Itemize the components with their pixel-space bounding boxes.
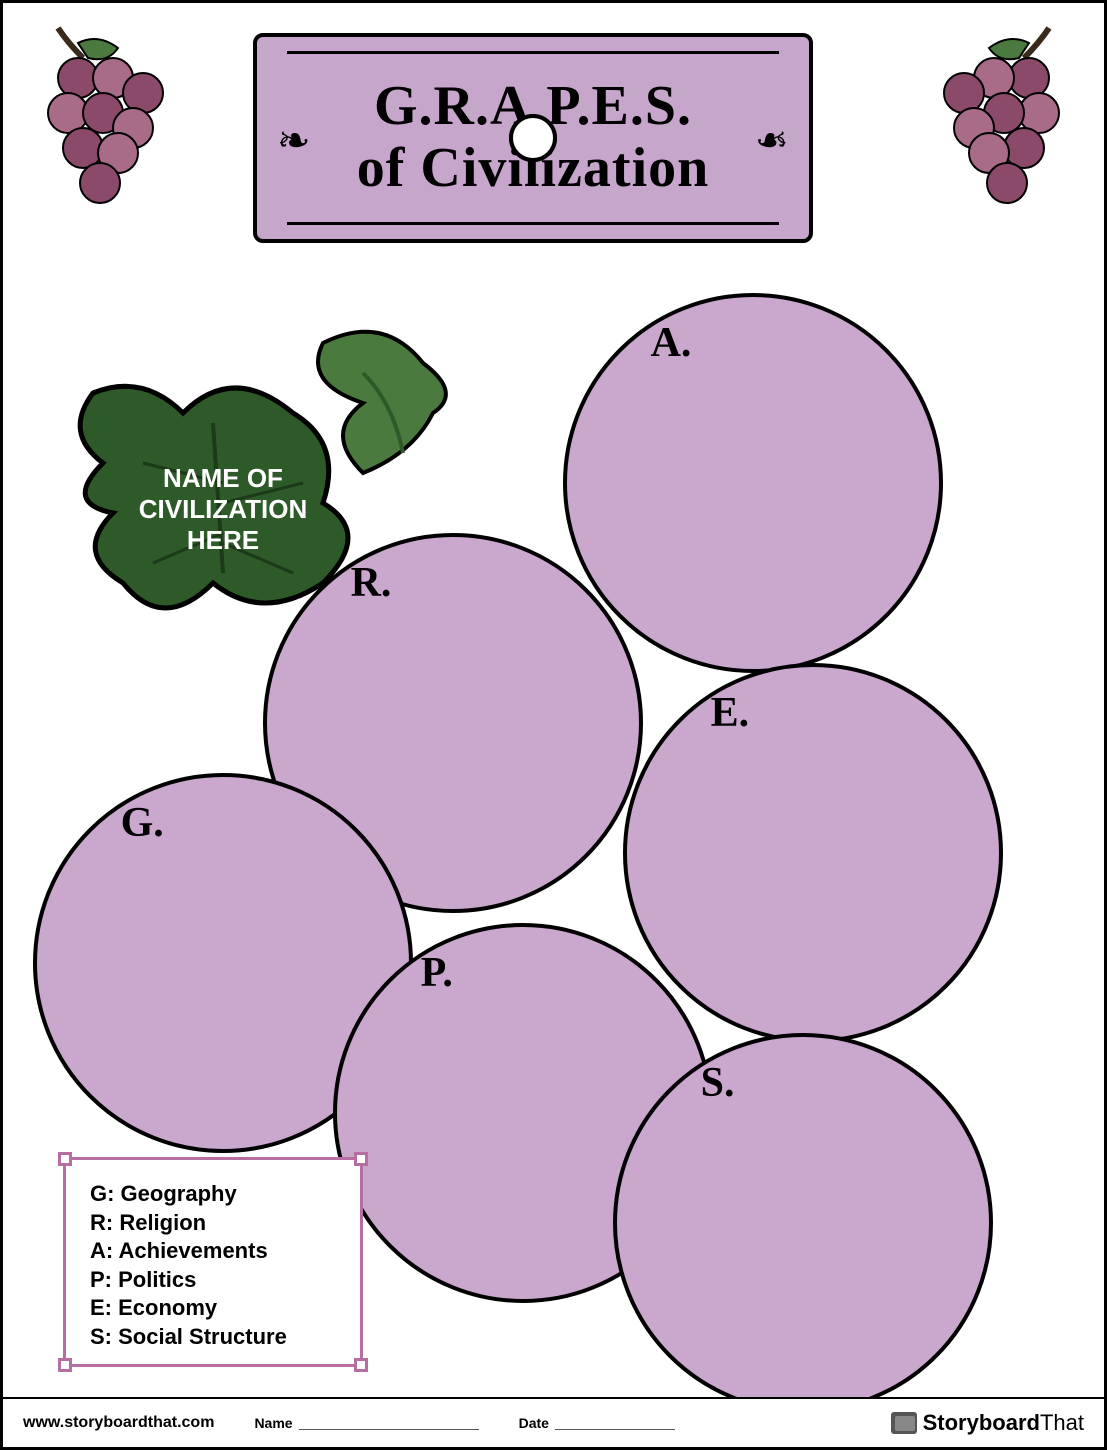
grape-bunch-left-icon xyxy=(28,23,178,223)
footer-bar: www.storyboardthat.com Name Date Storybo… xyxy=(3,1397,1104,1447)
title-line-2: of Civilization xyxy=(357,138,710,200)
flourish-right-icon: ❧ xyxy=(755,117,789,164)
leaf-prompt-line-1: NAME OF xyxy=(103,463,343,494)
grape-label-s: S. xyxy=(701,1059,735,1107)
date-label: Date xyxy=(519,1415,549,1431)
grape-label-r: R. xyxy=(351,559,392,607)
legend-line-0: G: Geography xyxy=(90,1180,336,1209)
legend-line-3: P: Politics xyxy=(90,1266,336,1295)
civilization-name-prompt[interactable]: NAME OF CIVILIZATION HERE xyxy=(103,463,343,557)
brand-logo: StoryboardThat xyxy=(891,1410,1084,1436)
worksheet-page: ❧ ❧ G.R.A.P.E.S. of Civilization NAME OF… xyxy=(0,0,1107,1450)
grape-label-p: P. xyxy=(421,949,453,997)
brand-text-light: That xyxy=(1040,1410,1084,1436)
footer-url: www.storyboardthat.com xyxy=(23,1414,214,1432)
grape-circle-s[interactable]: S. xyxy=(613,1033,993,1413)
grape-bunch-right-icon xyxy=(929,23,1079,223)
leaf-prompt-line-2: CIVILIZATION HERE xyxy=(103,494,343,556)
grape-circle-a[interactable]: A. xyxy=(563,293,943,673)
grape-label-a: A. xyxy=(651,319,692,367)
storyboard-icon xyxy=(891,1412,917,1434)
legend-line-4: E: Economy xyxy=(90,1294,336,1323)
title-plaque: ❧ ❧ G.R.A.P.E.S. of Civilization xyxy=(253,33,813,243)
brand-text-bold: Storyboard xyxy=(923,1410,1040,1436)
flourish-left-icon: ❧ xyxy=(277,117,311,164)
legend-box: G: GeographyR: ReligionA: AchievementsP:… xyxy=(63,1157,363,1367)
date-field[interactable]: Date xyxy=(519,1415,675,1431)
grape-label-e: E. xyxy=(711,689,750,737)
name-label: Name xyxy=(254,1415,292,1431)
legend-line-2: A: Achievements xyxy=(90,1237,336,1266)
grape-label-g: G. xyxy=(121,799,164,847)
title-line-1: G.R.A.P.E.S. xyxy=(374,76,692,138)
name-field[interactable]: Name xyxy=(254,1415,478,1431)
legend-line-1: R: Religion xyxy=(90,1209,336,1238)
grape-circle-e[interactable]: E. xyxy=(623,663,1003,1043)
legend-line-5: S: Social Structure xyxy=(90,1323,336,1352)
